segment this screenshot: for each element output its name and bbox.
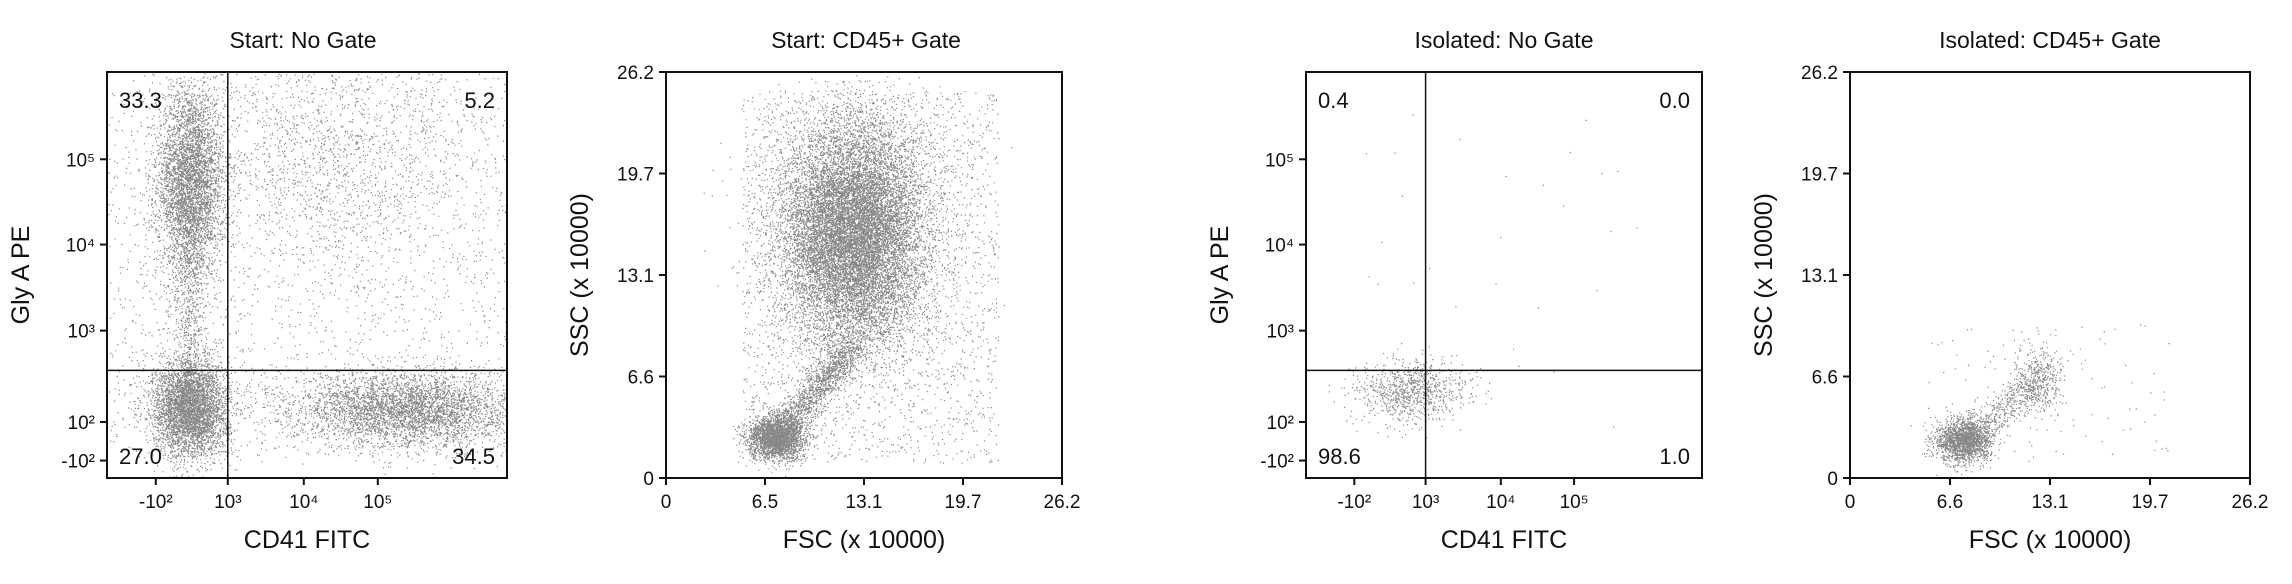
y-tick-label: 10⁵: [1265, 150, 1294, 171]
panel-4: Isolated: CD45+ Gate FSC (x 10000) SSC (x …: [1750, 27, 2268, 554]
x-axis-label: CD41 FITC: [244, 526, 370, 554]
x-tick-label: 19.7: [945, 492, 982, 513]
panel-title: Isolated: No Gate: [1415, 27, 1594, 53]
y-tick-label: -10²: [61, 452, 95, 473]
x-tick-label: 6.5: [752, 492, 778, 513]
y-axis-label: Gly A PE: [7, 226, 35, 325]
plot-area: [1328, 114, 1638, 443]
plot-frame: [1305, 71, 1703, 479]
y-tick-label: 6.6: [628, 368, 654, 389]
x-tick-label: 13.1: [846, 492, 883, 513]
panel-title: Start: No Gate: [229, 27, 376, 53]
y-tick-label: -10²: [1260, 452, 1294, 473]
quadrant-lower-right-percent: 34.5: [452, 444, 495, 469]
x-tick-label: 10³: [1412, 492, 1439, 513]
x-tick-label: 6.6: [1937, 492, 1963, 513]
y-axis-label: SSC (x 10000): [1750, 193, 1778, 357]
y-axis-label: SSC (x 10000): [566, 193, 594, 357]
x-tick-label: 10⁴: [1486, 492, 1515, 513]
panel-3: Isolated: No Gate CD41 FITC Gly A PE -10² 10…: [1206, 27, 1703, 554]
x-tick-label: 10³: [214, 492, 241, 513]
x-tick-label: 13.1: [2032, 492, 2069, 513]
panels-group: Start: No Gate CD41 FITC Gly A PE -10² 10³ 10…: [7, 27, 2268, 554]
quadrant-upper-right-percent: 0.0: [1659, 88, 1690, 113]
y-tick-label: 0: [643, 469, 654, 490]
quadrant-upper-right-percent: 5.2: [464, 88, 495, 113]
x-tick-label: 19.7: [2132, 492, 2169, 513]
y-tick-label: 26.2: [617, 63, 654, 84]
panel-2: Start: CD45+ Gate FSC (x 10000) SSC (x 100…: [566, 27, 1080, 554]
quadrant-upper-left-percent: 0.4: [1318, 88, 1349, 113]
y-tick-label: 10³: [1267, 322, 1294, 343]
y-tick-label: 10⁴: [1265, 236, 1294, 257]
y-tick-label: 10⁴: [66, 236, 95, 257]
x-tick-label: 10⁴: [289, 492, 318, 513]
quadrant-lower-right-percent: 1.0: [1659, 444, 1690, 469]
x-tick-label: -10²: [1337, 492, 1371, 513]
event-dots: [703, 75, 1013, 478]
plot-area: [703, 75, 1013, 478]
panel-title: Isolated: CD45+ Gate: [1939, 27, 2161, 53]
x-tick-label: 26.2: [1044, 492, 1081, 513]
event-dots: [1328, 114, 1638, 443]
y-tick-label: 10⁵: [66, 150, 95, 171]
quadrant-lower-left-percent: 27.0: [119, 444, 162, 469]
x-tick-label: 10⁵: [1560, 492, 1589, 513]
x-axis-label: FSC (x 10000): [783, 526, 946, 554]
panel-1: Start: No Gate CD41 FITC Gly A PE -10² 10³ 10…: [7, 27, 508, 554]
y-tick-label: 6.6: [1812, 368, 1838, 389]
x-tick-label: -10²: [139, 492, 173, 513]
y-tick-label: 10²: [68, 413, 95, 434]
y-tick-label: 10²: [1267, 413, 1294, 434]
x-axis-label: CD41 FITC: [1441, 526, 1567, 554]
y-tick-label: 26.2: [1801, 63, 1838, 84]
quadrant-upper-left-percent: 33.3: [119, 88, 162, 113]
event-dots: [1910, 324, 2170, 476]
y-tick-label: 10³: [68, 322, 95, 343]
y-axis-label: Gly A PE: [1206, 226, 1234, 325]
plot-frame: [1849, 71, 2251, 479]
y-tick-label: 13.1: [617, 266, 654, 287]
plot-area: [108, 73, 508, 478]
y-tick-label: 19.7: [1801, 165, 1838, 186]
x-axis-label: FSC (x 10000): [1969, 526, 2132, 554]
x-tick-label: 0: [661, 492, 672, 513]
x-tick-label: 0: [1845, 492, 1856, 513]
quadrant-lower-left-percent: 98.6: [1318, 444, 1361, 469]
plot-area: [1910, 324, 2170, 476]
y-tick-label: 19.7: [617, 165, 654, 186]
y-tick-label: 0: [1827, 469, 1838, 490]
event-dots: [108, 73, 508, 478]
plot-frame: [106, 71, 508, 479]
y-tick-label: 13.1: [1801, 266, 1838, 287]
x-tick-label: 26.2: [2232, 492, 2269, 513]
panel-title: Start: CD45+ Gate: [771, 27, 961, 53]
x-tick-label: 10⁵: [363, 492, 392, 513]
